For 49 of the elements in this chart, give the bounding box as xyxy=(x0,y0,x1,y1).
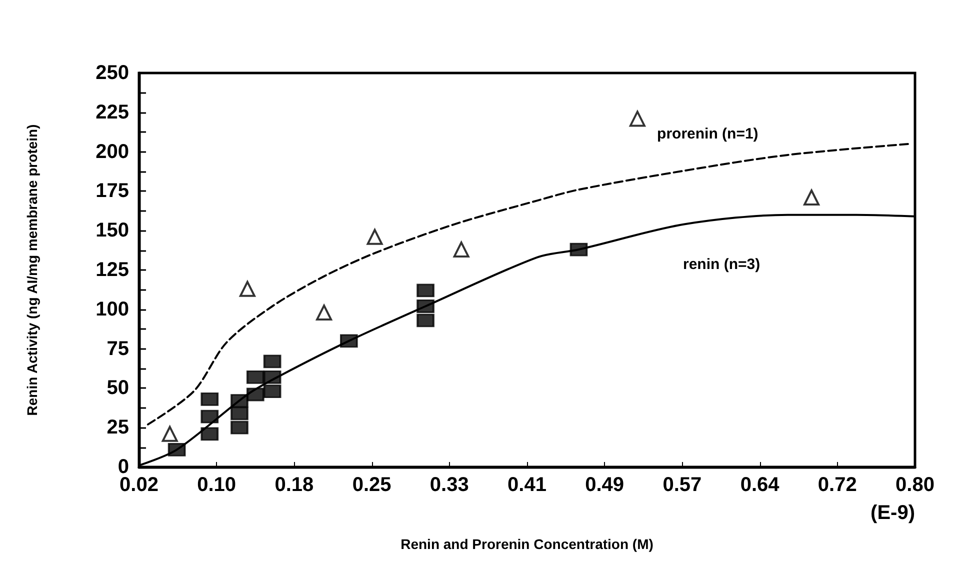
y-tick-label: 150 xyxy=(96,220,129,242)
y-tick-label: 25 xyxy=(106,416,129,439)
point xyxy=(629,110,646,127)
point xyxy=(200,392,218,406)
text: renin (n=3) xyxy=(683,256,760,273)
point xyxy=(264,354,282,368)
point xyxy=(340,334,358,348)
x-tick-label: 0.49 xyxy=(585,474,624,496)
point xyxy=(366,228,383,245)
point xyxy=(230,420,248,434)
series-label: prorenin (n=1) xyxy=(657,125,758,142)
point xyxy=(804,190,820,206)
point xyxy=(416,314,434,328)
point xyxy=(316,304,332,321)
point xyxy=(453,242,470,258)
y-tick-label: 50 xyxy=(106,377,129,400)
point xyxy=(264,370,282,384)
point xyxy=(416,284,434,298)
x-tick-label: 0.33 xyxy=(430,474,469,496)
x-tick-label: 0.80 xyxy=(896,474,934,496)
line-series xyxy=(146,142,910,426)
point xyxy=(264,384,282,398)
y-tick-label: 225 xyxy=(96,101,129,124)
y-tick-label: 75 xyxy=(106,338,129,360)
point xyxy=(200,410,218,424)
point xyxy=(246,388,264,402)
point xyxy=(230,406,248,420)
y-tick-label: 125 xyxy=(96,259,129,281)
point xyxy=(200,427,218,441)
point xyxy=(162,426,178,442)
x-tick-label: 0.25 xyxy=(352,474,392,496)
y-tick-label: 100 xyxy=(96,298,129,320)
x-tick-label: 0.41 xyxy=(508,474,546,496)
point xyxy=(416,299,434,314)
x-tick-label: 0.64 xyxy=(740,474,780,496)
y-tick-label: 250 xyxy=(96,62,129,84)
x-tick-label: 0.18 xyxy=(274,474,314,496)
x-tick-label: 0.10 xyxy=(197,474,236,496)
point xyxy=(239,280,256,297)
point xyxy=(168,442,186,456)
text: (E-9) xyxy=(870,502,916,524)
y-tick-label: 200 xyxy=(96,140,129,163)
y-tick-label: 175 xyxy=(96,180,129,202)
x-axis-title: Renin and Prorenin Concentration (M) xyxy=(400,536,654,552)
point xyxy=(246,370,264,384)
y-axis-title: Renin Activity (ng AI/mg membrane protein) xyxy=(24,124,40,416)
point xyxy=(570,242,588,256)
x-tick-label: 0.57 xyxy=(662,474,702,496)
x-tick-label: 0.72 xyxy=(818,474,857,496)
